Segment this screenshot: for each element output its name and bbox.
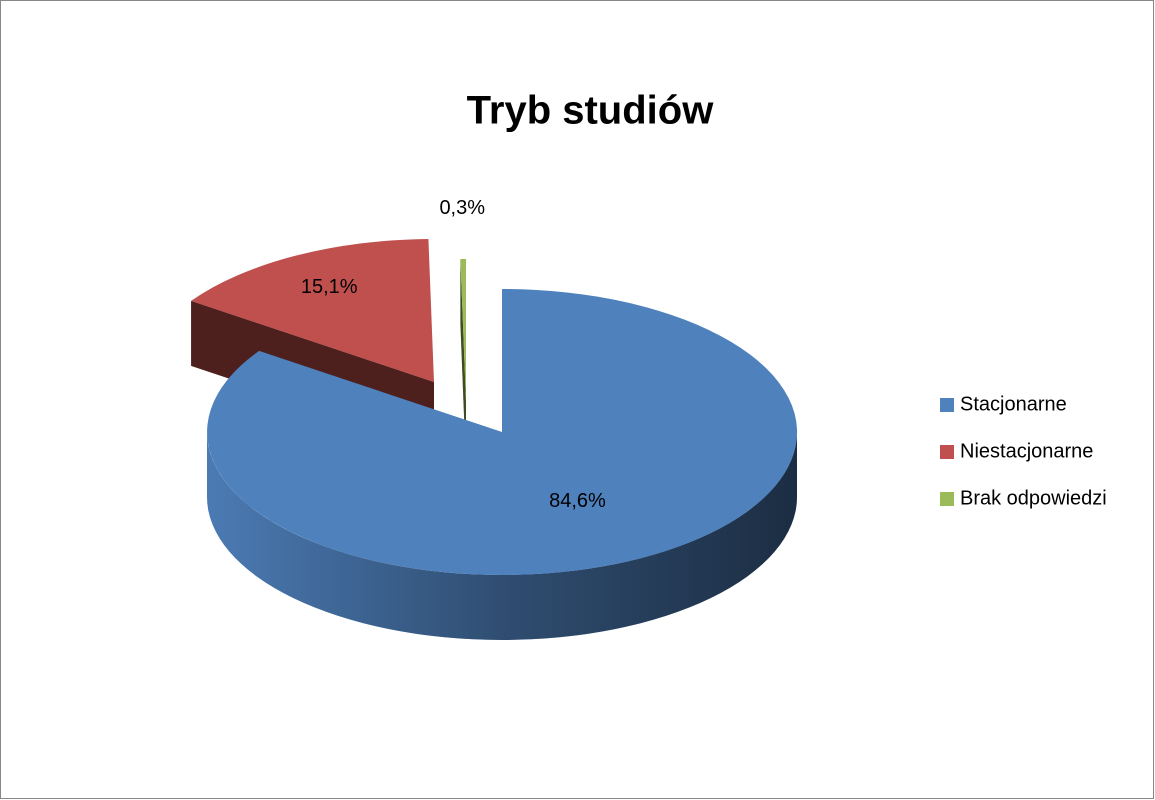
slice bbox=[460, 258, 466, 402]
legend-label: Niestacjonarne bbox=[960, 440, 1093, 462]
data-label: 15,1% bbox=[301, 276, 358, 298]
slice bbox=[207, 288, 798, 575]
slice-side-shade bbox=[207, 432, 797, 640]
data-label: 0,3% bbox=[439, 197, 485, 219]
slice-face-shade bbox=[460, 259, 466, 467]
legend-swatch bbox=[940, 492, 954, 506]
slice bbox=[191, 239, 434, 382]
legend-label: Stacjonarne bbox=[960, 393, 1067, 415]
legend-swatch bbox=[940, 445, 954, 459]
data-label: 84,6% bbox=[549, 490, 606, 512]
chart-title: Tryb studiów bbox=[467, 89, 715, 133]
legend-label: Brak odpowiedzi bbox=[960, 487, 1107, 509]
legend-swatch bbox=[940, 398, 954, 412]
